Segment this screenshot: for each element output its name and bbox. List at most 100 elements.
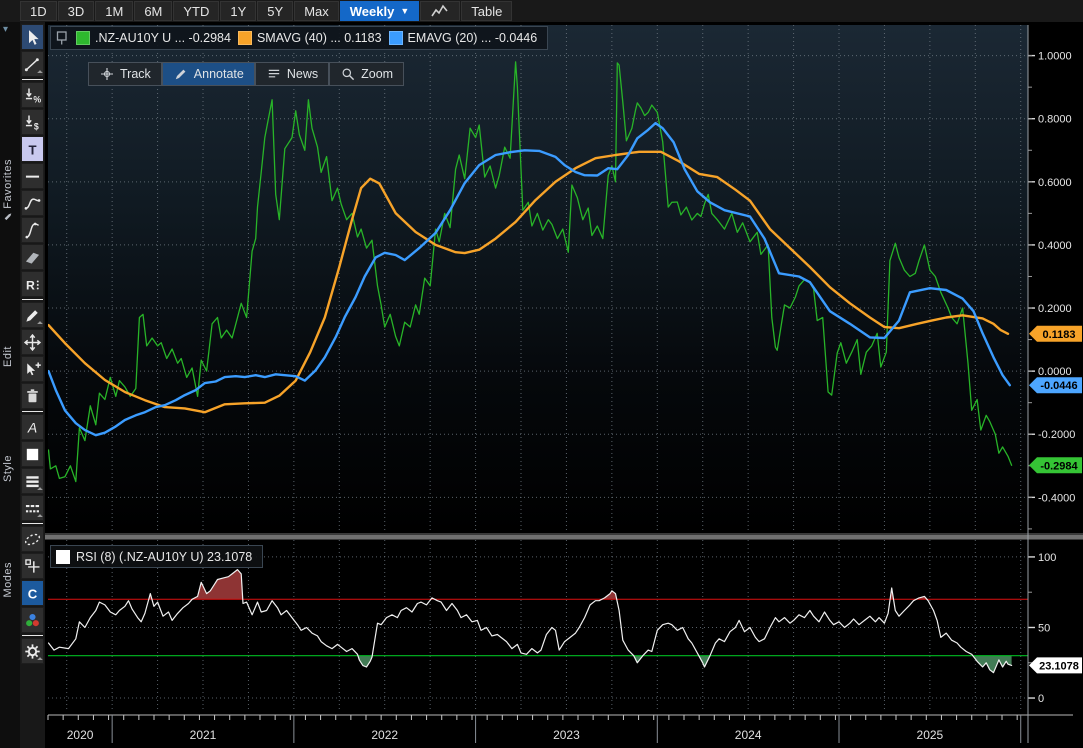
y-axis-label: 0.4000 <box>1038 240 1072 252</box>
x-axis-year-label: 2020 <box>67 728 94 742</box>
lasso-mode-tool[interactable] <box>21 526 44 552</box>
y-axis-label: 0.8000 <box>1038 114 1072 126</box>
y-axis-label: -0.2000 <box>1038 429 1075 441</box>
font-style-tool[interactable]: A <box>21 414 44 440</box>
annotate-icon <box>175 69 186 80</box>
chart-legend: .NZ-AU10Y U ... -0.2984 SMAVG (40) ... 0.… <box>50 26 549 50</box>
annotate-button[interactable]: Annotate <box>161 62 255 86</box>
line-chart-icon-button[interactable] <box>420 1 461 21</box>
zoom-icon <box>342 68 355 81</box>
curve-tool[interactable] <box>21 190 44 216</box>
y-axis-label: -0.4000 <box>1038 492 1075 504</box>
chart-canvas[interactable]: 1.0000 0.8000 0.6000 0.4000 0.2000 0.0000 -0.2… <box>45 22 1083 748</box>
rsi-legend: RSI (8) (.NZ-AU10Y U) 23.1078 <box>50 545 264 568</box>
mode-c-icon: C <box>28 586 38 601</box>
horizontal-line-tool[interactable] <box>21 163 44 189</box>
sidebar-section-label-favorites: Favorites <box>2 159 14 222</box>
sidebar-section-label-edit: Edit <box>2 345 14 367</box>
period-dropdown[interactable]: Weekly ▼ <box>339 1 420 21</box>
price-tag: 23.1078 <box>1029 657 1082 674</box>
curve-icon <box>24 197 41 210</box>
price-tag: -0.2984 <box>1029 457 1082 474</box>
x-axis-year-label: 2024 <box>735 728 762 742</box>
pin-icon[interactable] <box>55 30 69 46</box>
collapse-sidebar-icon[interactable]: ▾ <box>3 24 9 35</box>
svg-text:-0.2984: -0.2984 <box>1040 460 1078 472</box>
legend-label: EMAVG (20) ... -0.0446 <box>407 31 538 45</box>
main-price-panel[interactable] <box>48 25 1028 533</box>
measure-percent-icon: % <box>25 88 41 104</box>
button-label: Track <box>120 67 151 81</box>
toolbar-group-separator <box>22 635 43 636</box>
chart-mode-tool[interactable]: C <box>21 580 44 606</box>
y-axis-label: 0.6000 <box>1038 177 1072 189</box>
range-button-max[interactable]: Max <box>294 1 339 21</box>
dashes-icon <box>25 504 40 512</box>
crosshair-lock-tool[interactable] <box>21 553 44 579</box>
x-axis-year-label: 2025 <box>917 728 944 742</box>
table-button[interactable]: Table <box>461 1 513 21</box>
news-button[interactable]: News <box>254 62 330 86</box>
draw-tool[interactable] <box>21 302 44 328</box>
polyline-curve-tool[interactable] <box>21 217 44 243</box>
svg-text:%: % <box>33 94 41 104</box>
legend-label: SMAVG (40) ... 0.1183 <box>256 31 382 45</box>
sidebar-section-label-modes: Modes <box>2 562 14 598</box>
move-tool[interactable] <box>21 329 44 355</box>
legend-item-1[interactable]: SMAVG (40) ... 0.1183 <box>237 31 382 45</box>
chevron-down-icon: ▼ <box>400 6 410 16</box>
button-label: News <box>286 67 319 81</box>
range-button-5y[interactable]: 5Y <box>257 1 294 21</box>
range-button-1y[interactable]: 1Y <box>220 1 257 21</box>
measure-dollar-icon: $ <box>25 115 39 131</box>
range-button-1m[interactable]: 1M <box>95 1 134 21</box>
rsi-line <box>48 568 1013 674</box>
regression-tool[interactable]: R <box>21 271 44 297</box>
line-style-tool[interactable] <box>21 495 44 521</box>
rsi-axis-label: 50 <box>1038 622 1050 634</box>
trendline-tool[interactable] <box>21 51 44 77</box>
curve2-icon <box>25 222 39 238</box>
smavg-line <box>48 150 1010 414</box>
range-button-1d[interactable]: 1D <box>20 1 57 21</box>
svg-text:$: $ <box>34 121 39 131</box>
range-button-3d[interactable]: 3D <box>57 1 95 21</box>
legend-swatch <box>76 31 90 45</box>
news-icon <box>268 69 280 78</box>
range-button-ytd[interactable]: YTD <box>173 1 220 21</box>
fill-color-tool[interactable] <box>21 441 44 467</box>
trendline-icon <box>24 57 39 71</box>
measure-dollar-tool[interactable]: $ <box>21 109 44 135</box>
settings-tool[interactable] <box>21 638 44 664</box>
button-label: Zoom <box>361 67 394 81</box>
zoom-button[interactable]: Zoom <box>329 62 405 86</box>
svg-text:R: R <box>26 278 35 292</box>
trash-icon <box>27 388 38 402</box>
legend-item-2[interactable]: EMAVG (20) ... -0.0446 <box>388 31 538 45</box>
measure-percent-tool[interactable]: % <box>21 82 44 108</box>
ellipse-icon <box>24 533 41 545</box>
regression-icon: R <box>26 278 39 292</box>
channel-tool[interactable] <box>21 244 44 270</box>
select-cursor-tool[interactable] <box>21 24 44 50</box>
pencil-icon <box>4 212 12 220</box>
svg-text:C: C <box>28 586 38 601</box>
price-tag: -0.0446 <box>1029 377 1082 394</box>
x-axis-year-label: 2022 <box>371 728 398 742</box>
multi-select-tool[interactable] <box>21 356 44 382</box>
svg-text:T: T <box>28 142 36 157</box>
rsi-panel[interactable] <box>48 540 1028 712</box>
track-button[interactable]: Track <box>88 62 162 86</box>
line-width-tool[interactable] <box>21 468 44 494</box>
pencil-icon <box>26 309 38 322</box>
color-scheme-tool[interactable] <box>21 607 44 633</box>
range-button-6m[interactable]: 6M <box>134 1 173 21</box>
delete-tool[interactable] <box>21 383 44 409</box>
text-tool[interactable]: T <box>21 136 44 162</box>
toolbar-group-separator <box>22 299 43 300</box>
panel-splitter[interactable] <box>45 535 1083 539</box>
rsi-axis-label: 100 <box>1038 552 1056 564</box>
legend-item-0[interactable]: .NZ-AU10Y U ... -0.2984 <box>76 31 231 45</box>
rsi-axis-label: 0 <box>1038 693 1044 705</box>
